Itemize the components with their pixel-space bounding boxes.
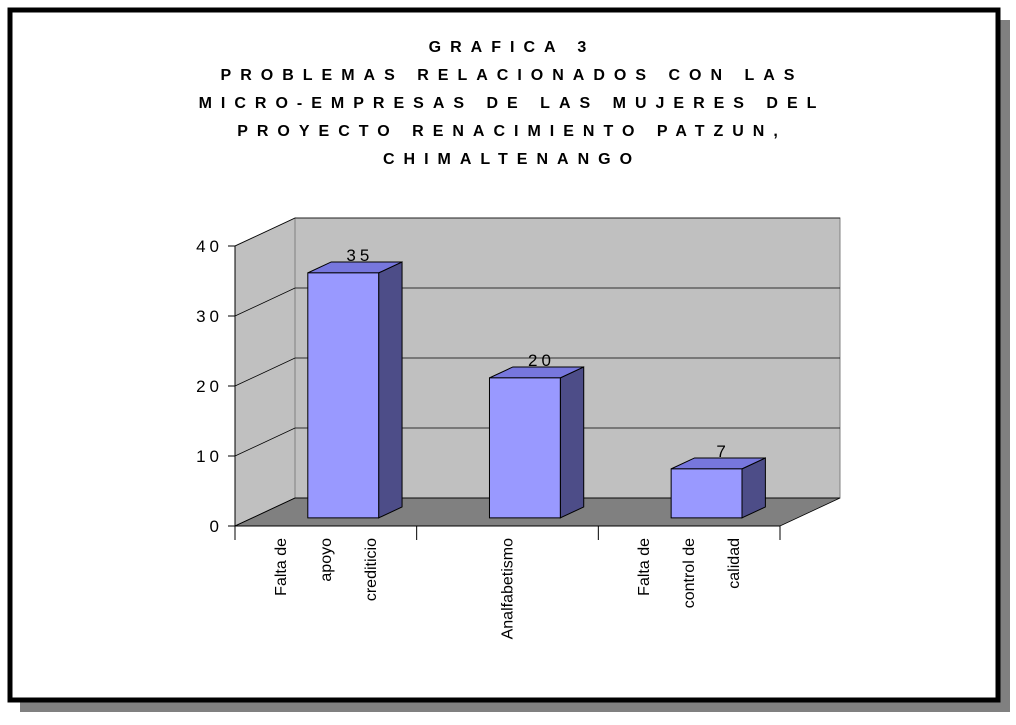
data-label: 35 [346, 246, 373, 265]
bar [488, 377, 561, 519]
x-tick-label: apoyo [318, 538, 335, 582]
bar [670, 468, 743, 519]
y-tick-label: 20 [196, 377, 223, 396]
grid-line [234, 287, 840, 317]
grid-line [234, 357, 840, 387]
chart-title: MICRO-EMPRESAS DE LAS MUJERES DEL [199, 95, 826, 112]
chart-title: GRAFICA 3 [429, 39, 596, 56]
data-label: 20 [528, 351, 555, 370]
x-tick-label: calidad [726, 538, 743, 589]
bar-side [378, 261, 403, 519]
x-tick-label: crediticio [363, 538, 380, 601]
chart-title: PROYECTO RENACIMIENTO PATZUN, [237, 123, 787, 140]
x-tick-label: Falta de [273, 538, 290, 596]
x-tick-label: Falta de [636, 538, 653, 596]
y-tick-label: 0 [210, 517, 223, 536]
grid-line [234, 217, 840, 247]
data-label: 7 [716, 442, 729, 461]
x-tick-label: Analfabetismo [500, 538, 517, 639]
grid-line [234, 497, 840, 527]
y-tick-label: 40 [196, 237, 223, 256]
y-tick-label: 10 [196, 447, 223, 466]
x-tick-label: control de [681, 538, 698, 608]
chart-title: PROBLEMAS RELACIONADOS CON LAS [221, 67, 804, 84]
grid-line [234, 427, 840, 457]
bar-side [559, 366, 585, 519]
chart-title: CHIMALTENANGO [383, 151, 641, 168]
bar [307, 272, 380, 519]
y-tick-label: 30 [196, 307, 223, 326]
